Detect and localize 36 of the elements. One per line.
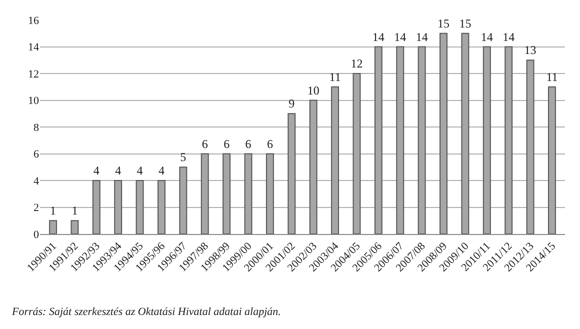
data-label: 14 xyxy=(394,30,406,44)
y-tick-label: 16 xyxy=(28,14,40,27)
bar xyxy=(49,220,57,234)
data-label: 13 xyxy=(524,43,536,58)
data-label: 12 xyxy=(350,56,363,70)
y-tick-label: 8 xyxy=(34,122,40,134)
data-label: 6 xyxy=(202,136,208,151)
y-tick-label: 10 xyxy=(28,95,40,108)
y-tick-label: 2 xyxy=(34,202,39,214)
data-label: 15 xyxy=(438,16,450,30)
data-label: 15 xyxy=(459,16,472,30)
data-label: 1 xyxy=(50,204,56,218)
data-label: 9 xyxy=(288,96,295,111)
y-tick-label: 12 xyxy=(28,68,39,80)
data-label: 4 xyxy=(136,164,143,178)
data-label: 14 xyxy=(372,30,384,44)
data-label: 14 xyxy=(480,30,493,44)
data-label: 5 xyxy=(180,150,186,164)
data-label: 14 xyxy=(416,30,428,44)
y-tick-label: 14 xyxy=(28,42,40,54)
data-label: 14 xyxy=(502,30,515,44)
data-label: 4 xyxy=(115,164,122,178)
data-label: 10 xyxy=(307,83,320,98)
bar xyxy=(70,220,79,234)
text: Forrás: Saját szerkesztés az Oktatási Hivatal adatai alapján. xyxy=(11,306,281,318)
data-label: 4 xyxy=(158,164,164,178)
data-label: 6 xyxy=(245,136,252,151)
y-tick-label: 4 xyxy=(34,175,40,188)
data-label: 11 xyxy=(329,70,341,84)
data-label: 1 xyxy=(72,204,78,218)
y-tick-label: 6 xyxy=(34,148,40,161)
data-label: 6 xyxy=(266,136,273,151)
data-label: 6 xyxy=(224,136,230,151)
data-label: 11 xyxy=(546,70,558,84)
y-tick-label: 0 xyxy=(34,228,40,241)
data-label: 4 xyxy=(93,164,100,178)
